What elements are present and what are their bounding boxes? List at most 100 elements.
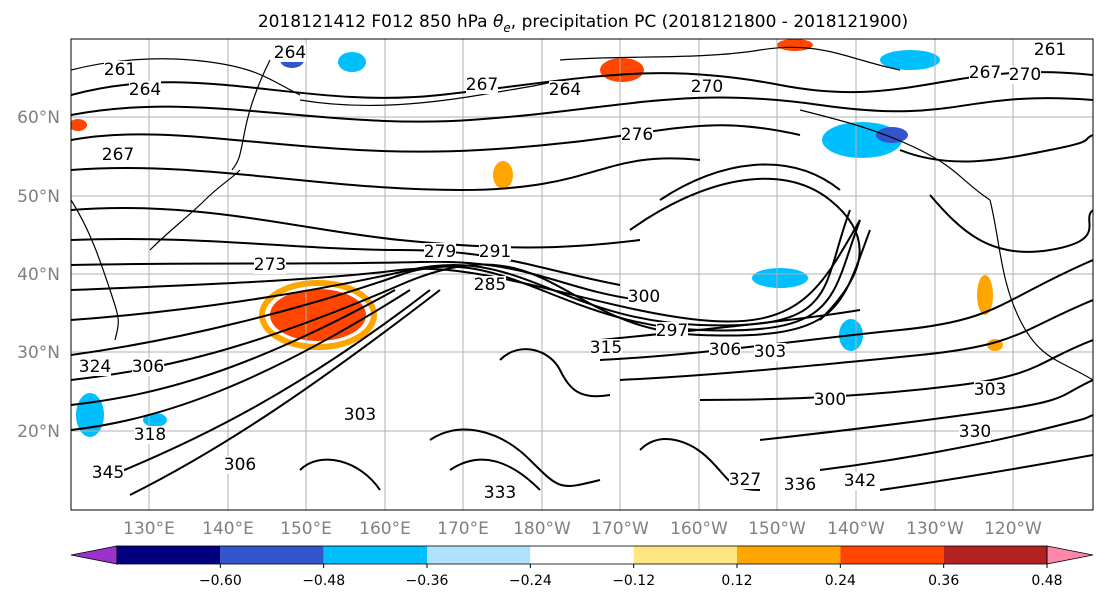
contour-line: [879, 454, 1093, 491]
contour-label: 342: [844, 471, 876, 491]
contour-line: [899, 134, 1093, 163]
contour-label-bg: [129, 81, 161, 99]
contour-line: [71, 207, 641, 249]
coastline-china: [71, 199, 119, 341]
contour-label-bg: [466, 76, 498, 94]
contour-line: [299, 458, 381, 491]
coastline-kamchatka: [231, 59, 271, 171]
colorbar-tick-label: −0.60: [199, 573, 242, 589]
coastline-alaska-south: [799, 109, 991, 201]
colorbar-tick-label: −0.48: [302, 573, 345, 589]
contour-label: 327: [729, 470, 761, 490]
contour-label: 300: [814, 390, 846, 410]
coastline-north-america: [989, 199, 1093, 381]
coastline-japan: [149, 169, 241, 251]
precip-patch-orange-kuril: [493, 161, 513, 189]
contour-label-bg: [969, 64, 1001, 82]
lon-label: 170°W: [591, 519, 649, 539]
contour-label-bg: [224, 456, 256, 474]
precip-patch-navy-alaska: [876, 127, 908, 143]
precip-patch-blue-south-china: [76, 393, 104, 437]
colorbar-tick-label: −0.12: [612, 573, 655, 589]
colorbar-segment: [633, 546, 737, 564]
lon-label: 150°E: [280, 519, 332, 539]
contour-label: 303: [344, 405, 376, 425]
precip-patch-blue-gulf-east: [880, 50, 940, 70]
contour-label-bg: [132, 358, 164, 376]
contour-line: [759, 379, 1093, 441]
contour-label-bg: [844, 472, 876, 490]
contour-line: [71, 289, 411, 431]
contour-label-bg: [784, 476, 816, 494]
contour-label: 315: [590, 338, 622, 358]
contour-label: 273: [254, 255, 286, 275]
colorbar-segment: [737, 546, 841, 564]
contour-label-bg: [754, 343, 786, 361]
contour-label-bg: [102, 146, 134, 164]
contour-line: [71, 157, 701, 192]
latitude-labels: 60°N 50°N 40°N 30°N 20°N: [17, 108, 60, 442]
precip-patch-orange-red-west-pacific: [270, 289, 366, 341]
contour-label: 264: [274, 43, 306, 63]
contour-label: 264: [549, 80, 581, 100]
colorbar-tick-label: 0.12: [721, 573, 752, 589]
title-theta-symbol: θ: [493, 12, 504, 32]
precip-shading: [71, 39, 1003, 437]
contour-line: [71, 237, 621, 286]
lon-label: 130°E: [123, 519, 175, 539]
contour-label: 318: [134, 425, 166, 445]
contour-label: 261: [104, 60, 136, 80]
contour-line: [129, 289, 441, 496]
contour-label-bg: [814, 391, 846, 409]
contour-line: [499, 348, 611, 398]
colorbar-segment: [530, 546, 634, 564]
contour-label: 345: [92, 463, 124, 483]
contour-label-bg: [104, 61, 136, 79]
contour-line: [619, 299, 1093, 381]
contour-label-bg: [254, 256, 286, 274]
precip-patch-blue-aleutian: [338, 52, 366, 72]
lon-label: 180°W: [513, 519, 571, 539]
contour-line: [71, 71, 1093, 99]
contour-label: 267: [466, 75, 498, 95]
contour-line: [929, 194, 1093, 253]
coastline-aleutians: [299, 79, 561, 107]
contour-label-bg: [709, 341, 741, 359]
theta-e-contours: [71, 71, 1093, 496]
colorbar-segment: [427, 546, 531, 564]
lon-label: 150°W: [748, 519, 806, 539]
colorbar-tick-label: −0.36: [406, 573, 449, 589]
contour-label-bg: [628, 288, 660, 306]
contour-line: [429, 428, 601, 487]
colorbar-segment: [323, 546, 427, 564]
precip-patch-orange-west-pacific: [259, 280, 377, 350]
contour-label-bg: [134, 426, 166, 444]
contour-label-bg: [729, 471, 761, 489]
contour-label-bg: [479, 243, 511, 261]
contour-label: 306: [224, 455, 256, 475]
lat-label: 30°N: [17, 343, 60, 363]
precip-patch-orange-gulf: [777, 39, 813, 51]
colorbar: −0.60 −0.48 −0.36 −0.24 −0.12 0.12 0.24 0.36 0.4…: [70, 545, 1094, 589]
colorbar-frame: [116, 545, 1048, 565]
map-frame: [70, 38, 1094, 511]
contour-line: [71, 260, 641, 301]
contour-line: [99, 289, 431, 481]
contour-label-bg: [424, 243, 456, 261]
lon-label: 160°W: [670, 519, 728, 539]
lat-label: 50°N: [17, 187, 60, 207]
contour-label: 261: [1034, 40, 1066, 60]
contour-label-bg: [92, 464, 124, 482]
longitude-labels: 130°E 140°E 150°E 160°E 170°E 180°W 170°W 160°W…: [123, 519, 1042, 539]
contour-label: 291: [479, 242, 511, 262]
colorbar-segment: [220, 546, 324, 564]
lon-label: 130°W: [906, 519, 964, 539]
contour-label-bg: [1009, 66, 1041, 84]
lon-label: 160°E: [359, 519, 411, 539]
contour-label: 264: [129, 80, 161, 100]
graticule: [71, 39, 1093, 510]
precip-patch-orange-japan-sea: [71, 119, 87, 131]
colorbar-extend-max: [1046, 545, 1094, 565]
